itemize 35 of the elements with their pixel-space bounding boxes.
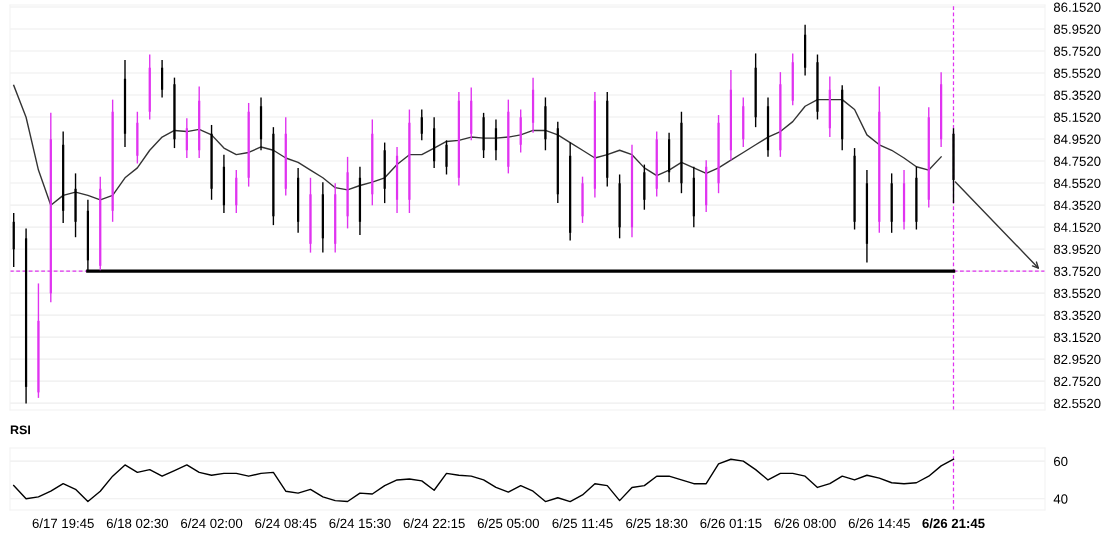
y-tick-label: 85.1520 xyxy=(1053,112,1101,122)
x-tick-label: 6/25 18:30 xyxy=(626,518,688,529)
chart-title: RSI xyxy=(10,425,30,435)
y-tick-label: 86.1520 xyxy=(1053,2,1101,12)
y-tick-label: 83.1520 xyxy=(1053,332,1101,343)
x-tick-label: 6/18 02:30 xyxy=(106,518,169,529)
x-tick-label: 6/26 14:45 xyxy=(848,518,910,529)
x-tick-label: 6/26 01:15 xyxy=(700,518,762,529)
x-tick-label: 6/24 02:00 xyxy=(181,518,243,529)
y-tick-label: 60 xyxy=(1054,456,1068,467)
x-tick-label: 6/24 08:45 xyxy=(255,518,317,529)
y-tick-label: 85.9520 xyxy=(1053,24,1101,34)
y-tick-label: 84.9520 xyxy=(1053,134,1101,144)
y-tick-label: 84.5520 xyxy=(1053,178,1101,188)
x-tick-label: 6/26 21:45 xyxy=(922,518,985,529)
x-tick-label: 6/24 22:15 xyxy=(403,518,465,529)
y-tick-label: 83.9520 xyxy=(1053,244,1101,255)
x-tick-label: 6/24 15:30 xyxy=(329,518,391,529)
x-tick-label: 6/26 08:00 xyxy=(774,518,836,529)
y-tick-label: 84.7520 xyxy=(1053,156,1101,166)
y-tick-label: 85.5520 xyxy=(1053,68,1101,78)
y-tick-label: 40 xyxy=(1053,494,1068,504)
y-tick-label: 82.9520 xyxy=(1053,354,1101,365)
y-tick-label: 83.7520 xyxy=(1053,266,1101,277)
y-tick-label: 82.7520 xyxy=(1053,376,1101,387)
y-tick-label: 84.3520 xyxy=(1053,200,1101,210)
y-tick-label: 83.3520 xyxy=(1053,310,1101,321)
y-tick-label: 85.3520 xyxy=(1053,90,1101,100)
x-tick-label: 6/17 19:45 xyxy=(32,518,94,529)
y-tick-label: 85.7520 xyxy=(1053,46,1101,56)
y-tick-label: 83.5520 xyxy=(1053,288,1101,299)
x-tick-label: 6/25 11:45 xyxy=(552,518,613,529)
x-tick-label: 6/25 05:00 xyxy=(477,518,539,529)
y-tick-label: 82.5520 xyxy=(1053,398,1101,409)
y-tick-label: 84.1520 xyxy=(1053,222,1101,232)
